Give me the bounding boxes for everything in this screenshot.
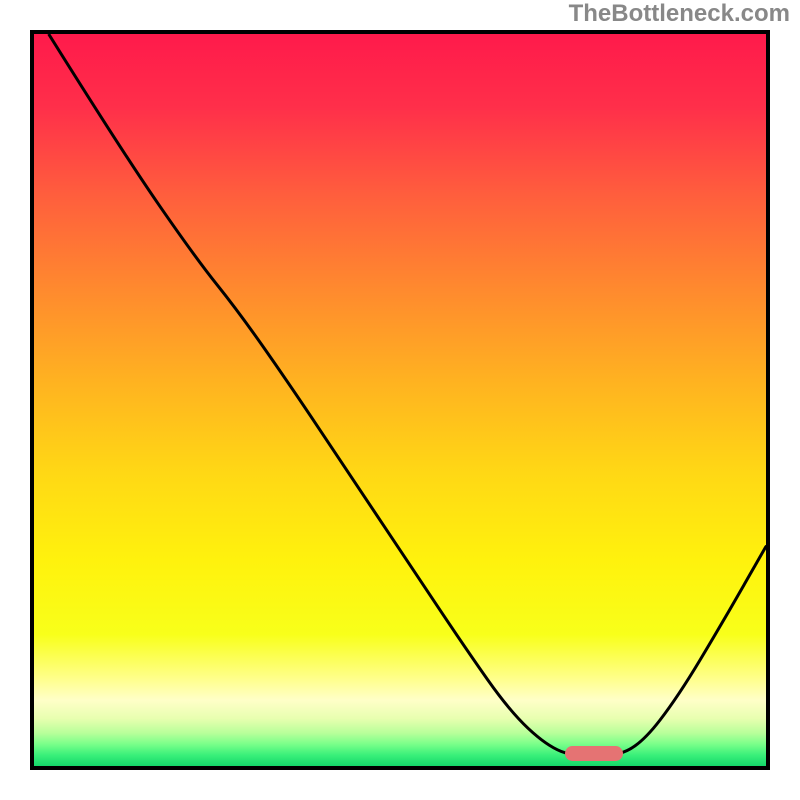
- optimal-marker: [565, 746, 624, 761]
- curve-plot: [34, 34, 766, 766]
- chart-container: TheBottleneck.com: [0, 0, 800, 800]
- plot-frame: [30, 30, 770, 770]
- bottleneck-curve: [49, 34, 766, 757]
- watermark-text: TheBottleneck.com: [569, 0, 790, 28]
